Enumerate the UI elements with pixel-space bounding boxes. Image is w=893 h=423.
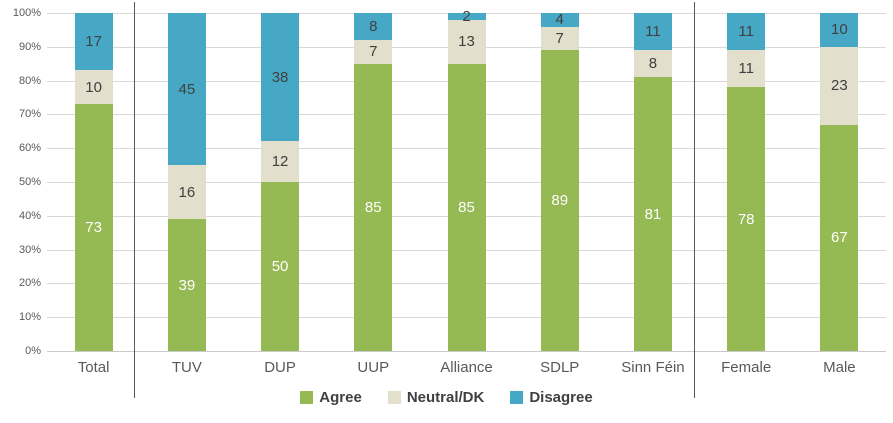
bar-segment-agree-uup: 85 <box>354 63 393 351</box>
bar-segment-agree-dup: 50 <box>261 182 300 351</box>
legend-label-neutral-dk: Neutral/DK <box>406 389 485 406</box>
x-axis-label-female: Female <box>721 359 772 376</box>
bar-value-label-agree-sdlp: 89 <box>551 192 569 210</box>
legend-swatch-agree-icon <box>300 391 314 404</box>
bar-segment-disagree-dup: 38 <box>261 13 300 142</box>
bar-value-label-neutral-dk-total: 10 <box>85 78 102 96</box>
y-axis-tick-label-30: 30% <box>18 243 41 256</box>
x-axis-label-sdlp: SDLP <box>540 359 580 376</box>
legend-swatch-disagree-icon <box>510 391 524 404</box>
bar-segment-neutral-dk-dup: 12 <box>261 141 300 182</box>
bar-segment-disagree-sdlp: 4 <box>540 11 579 29</box>
bar-value-label-neutral-dk-sinn-f-in: 8 <box>648 55 658 73</box>
bar-segment-disagree-alliance: 2 <box>447 9 486 24</box>
bar-value-label-neutral-dk-alliance: 13 <box>458 33 475 51</box>
legend-item-agree: Agree <box>300 389 362 406</box>
bar-value-label-neutral-dk-female: 11 <box>738 60 754 78</box>
y-axis-tick-label-50: 50% <box>18 176 41 188</box>
bar-segment-agree-sdlp: 89 <box>540 50 579 351</box>
bar-value-label-disagree-dup: 38 <box>271 68 289 86</box>
bar-value-label-agree-dup: 50 <box>271 258 289 275</box>
bar-segment-neutral-dk-alliance: 13 <box>447 19 486 64</box>
bar-segment-agree-tuv: 39 <box>167 219 206 351</box>
bar-value-label-disagree-alliance: 2 <box>462 7 471 25</box>
bar-segment-disagree-sinn-f-in: 11 <box>633 13 672 51</box>
bar-segment-disagree-uup: 8 <box>354 13 393 41</box>
legend-item-neutral-dk: Neutral/DK <box>387 389 485 406</box>
bar-segment-agree-male: 67 <box>820 124 859 351</box>
bar-value-label-neutral-dk-uup: 7 <box>369 43 378 61</box>
group-divider-after-sinn-f-in <box>694 2 695 398</box>
y-axis-tick-label-0: 0% <box>25 345 41 357</box>
bar-segment-neutral-dk-male: 23 <box>820 46 859 125</box>
bar-segment-neutral-dk-sinn-f-in: 8 <box>633 50 672 78</box>
bar-segment-neutral-dk-uup: 7 <box>354 40 393 64</box>
bar-value-label-agree-tuv: 39 <box>178 276 196 294</box>
x-axis-label-dup: DUP <box>264 359 296 376</box>
bar-value-label-neutral-dk-dup: 12 <box>271 153 289 171</box>
bar-value-label-disagree-sdlp: 4 <box>555 11 564 29</box>
bar-value-label-agree-alliance: 85 <box>458 198 475 216</box>
bar-segment-agree-female: 78 <box>727 87 766 351</box>
bar-segment-neutral-dk-tuv: 16 <box>167 165 206 220</box>
y-axis-tick-label-20: 20% <box>18 277 41 290</box>
bar-segment-neutral-dk-sdlp: 7 <box>540 26 579 51</box>
legend: Agree Neutral/DK Disagree <box>0 389 893 406</box>
bar-value-label-disagree-total: 17 <box>85 33 102 51</box>
bar-value-label-agree-male: 67 <box>831 229 848 247</box>
bar-segment-disagree-female: 11 <box>727 13 766 51</box>
bar-value-label-disagree-uup: 8 <box>369 18 378 36</box>
legend-label-agree: Agree <box>319 389 362 406</box>
y-axis-tick-label-80: 80% <box>18 74 41 87</box>
bar-value-label-neutral-dk-tuv: 16 <box>178 183 196 201</box>
bar-value-label-disagree-female: 11 <box>738 23 754 41</box>
x-axis-label-total: Total <box>77 359 110 376</box>
bar-value-label-disagree-tuv: 45 <box>178 80 196 98</box>
bar-segment-agree-total: 73 <box>74 104 113 351</box>
y-axis-tick-label-90: 90% <box>18 40 41 53</box>
bar-value-label-neutral-dk-male: 23 <box>831 77 848 95</box>
y-axis-tick-label-100: 100% <box>12 7 41 19</box>
y-axis-tick-label-70: 70% <box>18 108 41 121</box>
legend-swatch-neutral-dk-icon <box>387 391 401 404</box>
x-axis-label-male: Male <box>823 359 856 376</box>
bar-value-label-disagree-sinn-f-in: 11 <box>645 23 661 41</box>
bar-segment-disagree-male: 10 <box>820 13 859 47</box>
y-axis-tick-label-40: 40% <box>18 209 41 222</box>
bar-value-label-agree-uup: 85 <box>364 198 382 216</box>
y-axis-tick-label-60: 60% <box>18 142 41 155</box>
bar-value-label-agree-sinn-f-in: 81 <box>644 205 662 223</box>
bar-segment-neutral-dk-female: 11 <box>727 50 766 88</box>
x-axis-label-tuv: TUV <box>171 359 202 376</box>
bar-value-label-disagree-male: 10 <box>831 21 848 39</box>
bar-value-label-agree-female: 78 <box>737 210 755 228</box>
bar-segment-agree-alliance: 85 <box>447 63 486 351</box>
bar-segment-agree-sinn-f-in: 81 <box>633 77 672 351</box>
bar-segment-disagree-total: 17 <box>74 13 113 71</box>
legend-label-disagree: Disagree <box>529 389 593 406</box>
bar-segment-disagree-tuv: 45 <box>167 13 206 166</box>
bar-segment-neutral-dk-total: 10 <box>74 70 113 105</box>
x-axis-label-sinn-f-in: Sinn Féin <box>621 359 685 376</box>
x-axis-label-uup: UUP <box>357 359 390 376</box>
y-axis-tick-label-10: 10% <box>18 311 41 324</box>
legend-item-disagree: Disagree <box>510 389 593 406</box>
bar-value-label-neutral-dk-sdlp: 7 <box>555 29 564 47</box>
bar-value-label-agree-total: 73 <box>85 219 102 237</box>
gridline-0 <box>47 351 886 352</box>
x-axis-label-alliance: Alliance <box>440 359 493 376</box>
group-divider-after-total <box>134 2 135 398</box>
